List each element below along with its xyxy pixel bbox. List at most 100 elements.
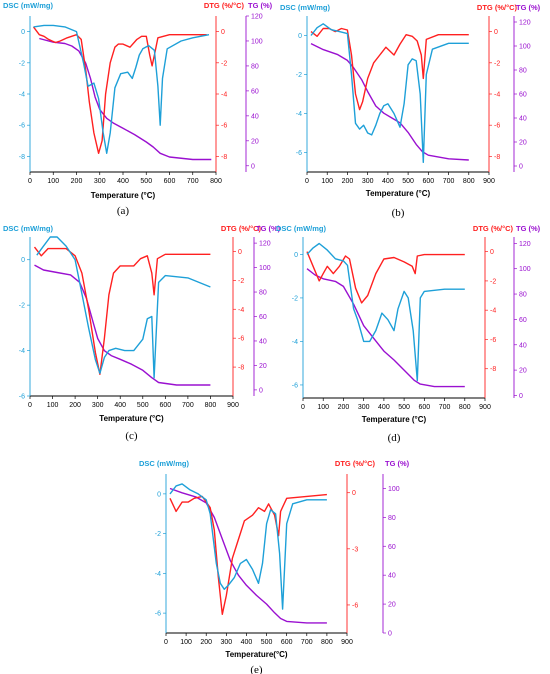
x-tick-label: 300 bbox=[358, 404, 370, 411]
tg-tick-label: 120 bbox=[251, 14, 263, 21]
x-tick-label: 700 bbox=[439, 404, 451, 411]
x-tick-label: 300 bbox=[94, 178, 106, 185]
tg-tick-label: 80 bbox=[519, 292, 527, 299]
x-tick-label: 800 bbox=[210, 178, 222, 185]
tg-tick-label: 100 bbox=[519, 266, 531, 273]
dtg-tick-label: -6 bbox=[490, 337, 496, 344]
dtg-tick-label: 0 bbox=[490, 249, 494, 256]
tg-tick-label: 120 bbox=[519, 241, 531, 248]
tg-axis-title: TG (%) bbox=[516, 3, 541, 12]
dtg-tick-label: -4 bbox=[494, 92, 500, 99]
x-tick-label: 900 bbox=[479, 404, 491, 411]
dtg-axis-title: DTG (%/°C) bbox=[473, 224, 514, 233]
dsc-tick-label: -4 bbox=[19, 348, 25, 355]
panel-caption: (b) bbox=[392, 207, 405, 219]
x-tick-label: 900 bbox=[227, 402, 239, 409]
dsc-tick-label: -6 bbox=[296, 150, 302, 157]
dsc-series-line bbox=[36, 236, 211, 379]
tg-tick-label: 80 bbox=[251, 63, 259, 70]
x-tick-label: 0 bbox=[28, 402, 32, 409]
panel-caption: (a) bbox=[117, 205, 130, 217]
x-tick-label: 200 bbox=[200, 639, 212, 646]
dtg-series-line bbox=[306, 251, 465, 304]
tg-series-line bbox=[39, 37, 212, 161]
x-tick-label: 600 bbox=[281, 639, 293, 646]
panel-caption: (e) bbox=[250, 664, 263, 674]
x-tick-label: 200 bbox=[71, 178, 83, 185]
x-tick-label: 0 bbox=[164, 639, 168, 646]
dsc-tick-label: -2 bbox=[292, 295, 298, 302]
x-tick-label: 400 bbox=[378, 404, 390, 411]
dtg-axis-title: DTG (%/°C) bbox=[477, 3, 518, 12]
dtg-tick-label: -3 bbox=[352, 546, 358, 553]
x-tick-label: 400 bbox=[241, 639, 253, 646]
dsc-tick-label: 0 bbox=[21, 257, 25, 264]
tg-tick-label: 20 bbox=[388, 602, 396, 609]
tg-tick-label: 20 bbox=[519, 368, 527, 375]
tg-tick-label: 40 bbox=[259, 338, 267, 345]
tg-tick-label: 60 bbox=[388, 544, 396, 551]
dtg-tick-label: -2 bbox=[221, 60, 227, 67]
dsc-axis-title: DSC (mW/mg) bbox=[3, 224, 53, 233]
tg-tick-label: 20 bbox=[519, 140, 527, 147]
x-axis-title: Temperature (°C) bbox=[366, 189, 431, 198]
x-tick-label: 100 bbox=[321, 178, 333, 185]
dtg-series-line bbox=[32, 26, 207, 154]
x-axis-title: Temperature (°C) bbox=[91, 191, 156, 200]
dsc-tick-label: -6 bbox=[292, 382, 298, 389]
dsc-tick-label: -6 bbox=[19, 394, 25, 401]
x-tick-label: 100 bbox=[47, 178, 59, 185]
x-tick-label: 100 bbox=[47, 402, 59, 409]
dsc-tick-label: -4 bbox=[19, 92, 25, 99]
tg-tick-label: 80 bbox=[519, 68, 527, 75]
x-tick-label: 700 bbox=[182, 402, 194, 409]
x-tick-label: 500 bbox=[398, 404, 410, 411]
chart-a: 0 100 200 300 400 500 600 700 8000-2-4-6-80-2-4-… bbox=[3, 1, 273, 217]
dtg-tick-label: -6 bbox=[494, 123, 500, 130]
tg-series-line bbox=[310, 42, 469, 161]
chart-b: 0 100 200 300 400 500 600 700 800 9000-2-4-60-2-4… bbox=[280, 3, 541, 219]
dsc-series-line bbox=[306, 242, 465, 382]
dtg-tick-label: -6 bbox=[352, 602, 358, 609]
dtg-tick-label: -2 bbox=[238, 278, 244, 285]
dsc-axis-title: DSC (mW/mg) bbox=[280, 3, 330, 12]
dtg-tick-label: -2 bbox=[494, 60, 500, 67]
x-tick-label: 100 bbox=[180, 639, 192, 646]
x-tick-label: 100 bbox=[317, 404, 329, 411]
tg-axis-title: TG (%) bbox=[256, 224, 281, 233]
x-tick-label: 500 bbox=[402, 178, 414, 185]
tg-tick-label: 0 bbox=[388, 631, 392, 638]
tg-tick-label: 0 bbox=[519, 393, 523, 400]
x-tick-label: 300 bbox=[362, 178, 374, 185]
dsc-axis-title: DSC (mW/mg) bbox=[276, 224, 326, 233]
tg-tick-label: 100 bbox=[519, 44, 531, 51]
tg-tick-label: 60 bbox=[251, 88, 259, 95]
x-tick-label: 200 bbox=[342, 178, 354, 185]
x-tick-label: 300 bbox=[92, 402, 104, 409]
x-tick-label: 200 bbox=[338, 404, 350, 411]
tg-axis-title: TG (%) bbox=[248, 1, 273, 10]
dtg-tick-label: -2 bbox=[490, 278, 496, 285]
x-tick-label: 500 bbox=[261, 639, 273, 646]
x-tick-label: 600 bbox=[418, 404, 430, 411]
dsc-series-line bbox=[310, 23, 469, 163]
x-tick-label: 500 bbox=[140, 178, 152, 185]
tg-tick-label: 40 bbox=[519, 116, 527, 123]
x-tick-label: 300 bbox=[220, 639, 232, 646]
dsc-axis-title: DSC (mW/mg) bbox=[3, 1, 53, 10]
tg-tick-label: 100 bbox=[259, 265, 271, 272]
x-axis-title: Temperature (°C) bbox=[362, 415, 427, 424]
dtg-tick-label: -4 bbox=[490, 308, 496, 315]
dsc-tick-label: 0 bbox=[157, 491, 161, 498]
x-tick-label: 700 bbox=[301, 639, 313, 646]
tg-tick-label: 100 bbox=[388, 486, 400, 493]
tg-series-line bbox=[306, 268, 465, 388]
dtg-axis-title: DTG (%/°C) bbox=[335, 459, 376, 468]
dtg-series-line bbox=[169, 493, 327, 615]
tg-tick-label: 40 bbox=[519, 342, 527, 349]
dtg-series-line bbox=[33, 246, 211, 375]
chart-e: 0 100 200 300 400 500 600 700 800 9000-2-4-60-3-6… bbox=[139, 459, 410, 674]
dtg-axis-title: DTG (%/°C) bbox=[221, 224, 262, 233]
x-tick-label: 0 bbox=[305, 178, 309, 185]
dsc-tick-label: -2 bbox=[19, 60, 25, 67]
